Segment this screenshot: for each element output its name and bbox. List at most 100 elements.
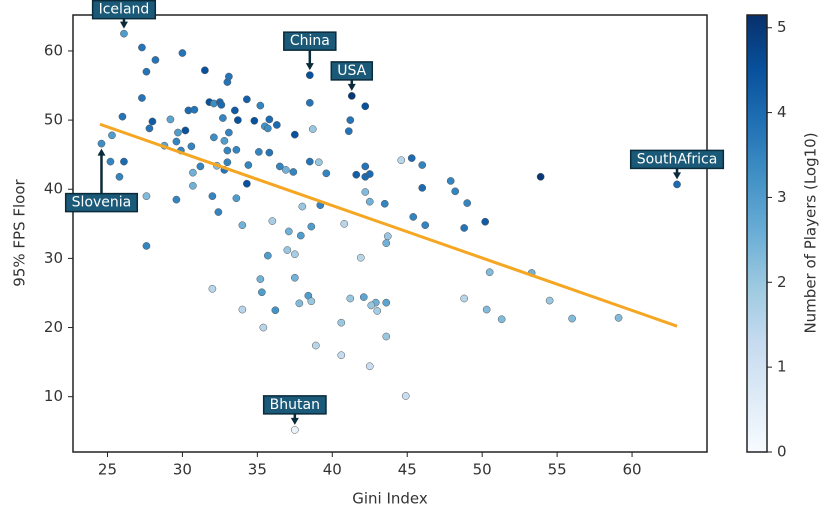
scatter-point xyxy=(178,49,187,57)
scatter-point xyxy=(223,146,232,155)
scatter-point xyxy=(346,294,355,303)
scatter-point xyxy=(352,170,361,179)
scatter-point xyxy=(361,102,370,111)
annotation-arrowhead xyxy=(347,83,356,91)
scatter-point xyxy=(201,66,209,75)
scatter-point xyxy=(120,29,128,38)
annotation: Slovenia xyxy=(64,148,139,213)
plot-area xyxy=(97,29,681,434)
scatter-point xyxy=(258,288,266,297)
scatter-point xyxy=(283,246,292,254)
scatter-point xyxy=(382,239,391,248)
scatter-point xyxy=(268,217,277,225)
scatter-point xyxy=(208,192,217,201)
colorbar xyxy=(746,14,768,453)
scatter-point xyxy=(151,56,160,64)
scatter-point xyxy=(223,158,232,167)
x-axis-label: Gini Index xyxy=(352,490,428,508)
scatter-point xyxy=(142,192,151,201)
scatter-point xyxy=(106,157,115,166)
scatter-point xyxy=(263,124,272,133)
x-tick-label: 25 xyxy=(98,461,117,479)
scatter-point xyxy=(359,293,368,301)
scatter-point xyxy=(337,318,346,327)
annotation-arrowhead xyxy=(97,148,106,156)
scatter-point xyxy=(259,323,268,332)
scatter-point xyxy=(232,145,241,154)
scatter-point xyxy=(208,284,217,293)
scatter-point xyxy=(295,299,304,308)
annotation-box xyxy=(262,395,327,415)
scatter-point xyxy=(290,130,299,139)
scatter-point xyxy=(311,341,320,350)
colorbar-tick-label: 5 xyxy=(777,18,787,36)
scatter-point xyxy=(401,392,410,400)
scatter-point xyxy=(418,184,427,192)
scatter-point xyxy=(243,179,251,188)
scatter-point xyxy=(120,157,128,166)
scatter-point xyxy=(281,166,290,174)
scatter-point xyxy=(346,116,355,124)
scatter-point xyxy=(189,181,197,190)
scatter-point xyxy=(305,71,314,80)
x-tick-label: 60 xyxy=(623,461,642,479)
scatter-point xyxy=(382,298,391,307)
scatter-point xyxy=(481,217,490,226)
scatter-point xyxy=(142,67,151,76)
scatter-point xyxy=(243,95,251,104)
scatter-point xyxy=(189,168,197,177)
scatter-point xyxy=(138,94,146,102)
scatter-point xyxy=(225,128,233,137)
annotation-label: USA xyxy=(337,63,366,79)
scatter-point xyxy=(340,219,349,228)
scatter-point xyxy=(305,98,314,107)
scatter-point xyxy=(418,161,427,169)
y-axis-label: 95% FPS Floor xyxy=(11,178,29,286)
scatter-point xyxy=(397,156,406,165)
scatter-point xyxy=(250,116,259,125)
scatter-point xyxy=(463,199,472,207)
scatter-point xyxy=(148,117,157,126)
scatter-point xyxy=(196,162,205,171)
scatter-point xyxy=(305,157,314,166)
scatter-point xyxy=(232,194,241,203)
scatter-point xyxy=(307,222,316,231)
scatter-point xyxy=(380,199,389,208)
scatter-point xyxy=(255,148,263,156)
scatter-point xyxy=(460,224,469,232)
scatter-point xyxy=(314,158,323,167)
scatter-point xyxy=(373,307,382,315)
scatter-point xyxy=(210,133,218,142)
colorbar-tick-label: 1 xyxy=(777,358,787,376)
scatter-point xyxy=(367,301,376,310)
scatter-point xyxy=(382,332,391,341)
scatter-point xyxy=(108,131,116,140)
scatter-point xyxy=(145,124,154,133)
scatter-point xyxy=(298,202,307,211)
scatter-point xyxy=(115,172,124,181)
x-tick-label: 45 xyxy=(398,461,417,479)
scatter-point xyxy=(296,231,305,240)
x-tick-label: 55 xyxy=(548,461,567,479)
scatter-point xyxy=(272,121,281,129)
annotation-arrowhead xyxy=(290,417,299,425)
annotation-label: Slovenia xyxy=(72,195,132,211)
scatter-point xyxy=(275,162,284,171)
y-tick-label: 20 xyxy=(44,318,63,336)
scatter-point xyxy=(217,101,226,109)
y-tick-label: 50 xyxy=(44,111,63,129)
scatter-point xyxy=(485,268,494,277)
scatter-point xyxy=(118,112,127,121)
scatter-point xyxy=(482,305,491,314)
scatter-point xyxy=(219,114,227,122)
scatter-point xyxy=(673,180,681,189)
scatter-point xyxy=(174,128,182,137)
annotation: SouthAfrica xyxy=(629,149,725,180)
scatter-point xyxy=(166,115,175,124)
scatter-point xyxy=(347,92,356,100)
colorbar-tick-label: 3 xyxy=(777,188,787,206)
scatter-point xyxy=(238,305,247,314)
annotation-label: Bhutan xyxy=(270,397,320,413)
annotation: Iceland xyxy=(91,0,157,29)
scatter-point xyxy=(256,275,265,283)
